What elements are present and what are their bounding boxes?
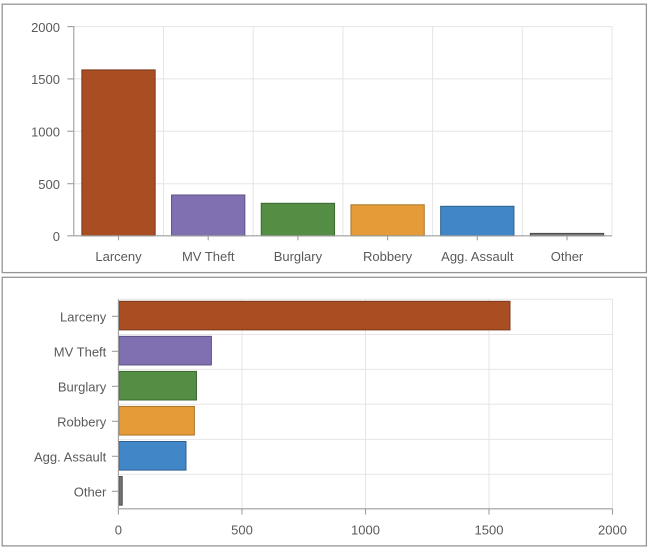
svg-text:1500: 1500	[31, 72, 60, 87]
svg-text:Larceny: Larceny	[95, 249, 142, 264]
svg-text:Burglary: Burglary	[274, 249, 323, 264]
svg-text:1000: 1000	[31, 125, 60, 140]
svg-text:Agg. Assault: Agg. Assault	[34, 450, 107, 465]
svg-text:MV Theft: MV Theft	[182, 249, 235, 264]
svg-text:0: 0	[53, 229, 60, 244]
svg-text:Other: Other	[74, 485, 107, 500]
svg-text:Agg. Assault: Agg. Assault	[441, 249, 514, 264]
svg-text:500: 500	[38, 177, 60, 192]
svg-text:1500: 1500	[475, 522, 504, 537]
svg-text:Burglary: Burglary	[58, 380, 107, 395]
svg-text:1000: 1000	[351, 522, 380, 537]
svg-text:Robbery: Robbery	[363, 249, 413, 264]
svg-text:Larceny: Larceny	[60, 310, 107, 325]
svg-text:Robbery: Robbery	[57, 415, 107, 430]
svg-text:Other: Other	[551, 249, 584, 264]
svg-text:2000: 2000	[31, 20, 60, 35]
svg-text:0: 0	[115, 522, 122, 537]
svg-text:2000: 2000	[598, 522, 627, 537]
svg-text:MV Theft: MV Theft	[54, 345, 107, 360]
svg-text:500: 500	[231, 522, 253, 537]
